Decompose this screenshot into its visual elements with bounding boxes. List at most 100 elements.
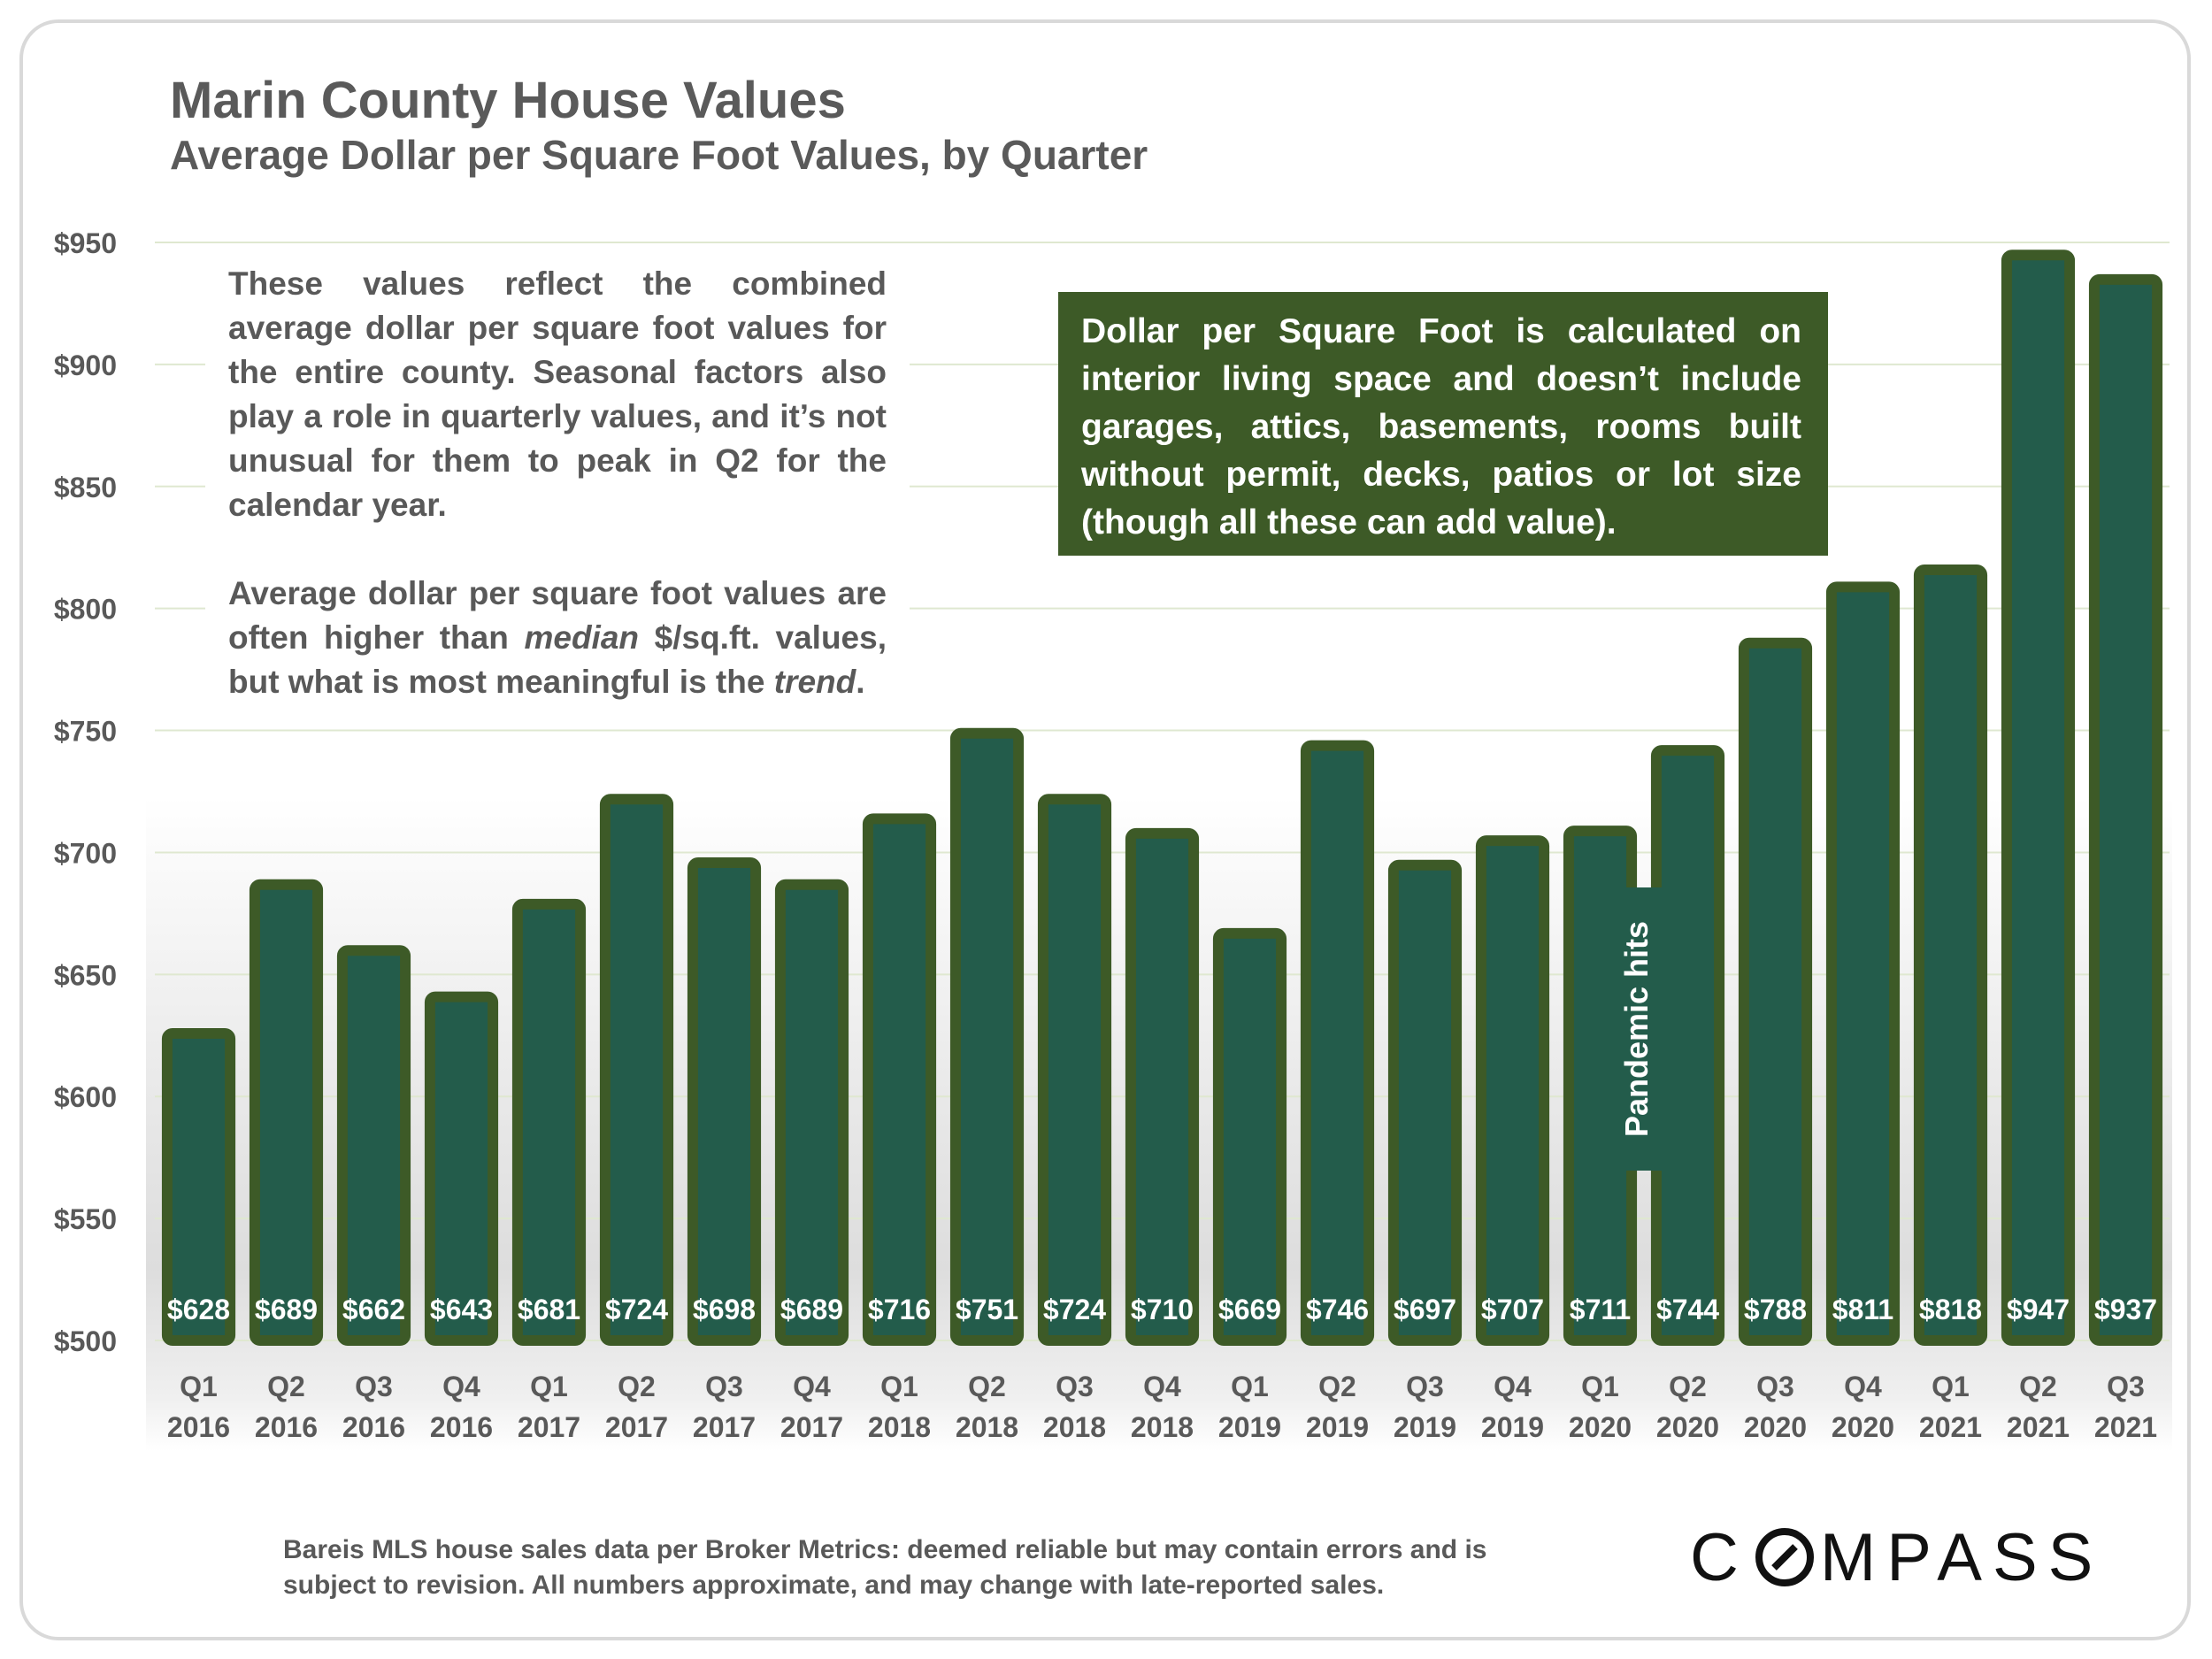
x-tick-label-quarter: Q4 — [1143, 1371, 1181, 1402]
chart-title: Marin County House Values — [170, 72, 846, 129]
bar — [1037, 794, 1112, 1346]
x-tick-label-quarter: Q2 — [618, 1371, 656, 1402]
data-label: $689 — [255, 1294, 318, 1325]
x-tick-label-quarter: Q3 — [355, 1371, 393, 1402]
x-tick-label-quarter: Q2 — [968, 1371, 1006, 1402]
bar — [424, 991, 499, 1347]
y-tick-label: $650 — [54, 959, 117, 991]
data-label: $669 — [1218, 1294, 1281, 1325]
bar — [249, 879, 324, 1346]
y-tick-label: $800 — [54, 594, 117, 626]
y-tick-label: $550 — [54, 1203, 117, 1235]
x-tick-label-year: 2017 — [780, 1411, 843, 1443]
x-tick-label-year: 2018 — [956, 1411, 1018, 1443]
compass-o-icon — [1755, 1528, 1814, 1586]
data-label: $746 — [1306, 1294, 1369, 1325]
x-tick-label-quarter: Q4 — [793, 1371, 831, 1402]
logo-text-right: MPASS — [1819, 1519, 2104, 1595]
x-tick-label-quarter: Q4 — [1494, 1371, 1532, 1402]
x-tick-label-quarter: Q3 — [2107, 1371, 2145, 1402]
data-label: $788 — [1744, 1294, 1807, 1325]
x-tick-label-year: 2016 — [430, 1411, 493, 1443]
x-tick-label-quarter: Q3 — [1406, 1371, 1444, 1402]
x-tick-label-year: 2020 — [1744, 1411, 1807, 1443]
x-tick-label-quarter: Q1 — [880, 1371, 918, 1402]
compass-logo: C MPASS — [1690, 1519, 2104, 1595]
x-tick-label-quarter: Q1 — [1932, 1371, 1970, 1402]
note-left-paragraph-1: These values reflect the combined averag… — [228, 265, 887, 523]
y-tick-label: $750 — [54, 716, 117, 748]
data-label: $698 — [693, 1294, 756, 1325]
bar — [1300, 740, 1375, 1346]
x-tick-label-quarter: Q3 — [705, 1371, 743, 1402]
data-label: $681 — [518, 1294, 580, 1325]
source-note: Bareis MLS house sales data per Broker M… — [283, 1535, 1487, 1600]
bar — [1913, 565, 1988, 1346]
bar — [862, 813, 937, 1346]
x-tick-label-year: 2019 — [1218, 1411, 1281, 1443]
data-label: $643 — [430, 1294, 493, 1325]
pandemic-annotation: Pandemic hits — [1606, 887, 1668, 1171]
bar — [2088, 273, 2163, 1347]
data-label: $744 — [1656, 1294, 1719, 1325]
data-label: $628 — [167, 1294, 230, 1325]
y-tick-label: $950 — [54, 227, 117, 259]
x-tick-label-year: 2019 — [1306, 1411, 1369, 1443]
y-tick-label: $700 — [54, 837, 117, 869]
y-tick-label: $600 — [54, 1081, 117, 1113]
x-tick-label-quarter: Q1 — [530, 1371, 568, 1402]
x-tick-label-year: 2018 — [1043, 1411, 1106, 1443]
x-tick-label-year: 2017 — [518, 1411, 580, 1443]
x-tick-label-quarter: Q1 — [180, 1371, 218, 1402]
x-tick-label-quarter: Q3 — [1756, 1371, 1794, 1402]
data-label: $818 — [1919, 1294, 1982, 1325]
y-tick-label: $850 — [54, 472, 117, 503]
data-label: $697 — [1394, 1294, 1456, 1325]
data-label: $724 — [605, 1294, 668, 1325]
bar — [1212, 927, 1287, 1346]
note-left-text-b: $/sq.ft. values, but what is most meanin… — [228, 619, 887, 700]
x-tick-label-year: 2020 — [1832, 1411, 1894, 1443]
x-tick-label-quarter: Q1 — [1581, 1371, 1619, 1402]
bar — [1387, 859, 1463, 1346]
data-label: $937 — [2094, 1294, 2157, 1325]
bar — [1475, 835, 1550, 1346]
bar — [511, 898, 587, 1346]
x-tick-label-year: 2020 — [1569, 1411, 1632, 1443]
data-label: $724 — [1043, 1294, 1106, 1325]
bar — [774, 879, 849, 1346]
note-right-box: Dollar per Square Foot is calculated on … — [1058, 292, 1828, 556]
bar — [1825, 581, 1901, 1346]
bar — [1125, 827, 1200, 1346]
x-tick-label-year: 2016 — [167, 1411, 230, 1443]
data-label: $710 — [1131, 1294, 1194, 1325]
data-label: $689 — [780, 1294, 843, 1325]
x-tick-label-year: 2016 — [255, 1411, 318, 1443]
x-tick-label-year: 2020 — [1656, 1411, 1719, 1443]
data-label: $811 — [1832, 1294, 1893, 1325]
x-tick-label-quarter: Q1 — [1231, 1371, 1269, 1402]
note-left-paragraph-2: Average dollar per square foot values ar… — [228, 572, 887, 704]
bar — [336, 945, 411, 1346]
x-tick-label-year: 2016 — [342, 1411, 405, 1443]
x-tick-label-year: 2021 — [2007, 1411, 2070, 1443]
x-tick-label-year: 2018 — [1131, 1411, 1194, 1443]
note-left-text-c: . — [856, 664, 865, 700]
note-left-text-a: Average dollar per square foot values ar… — [228, 575, 887, 656]
data-label: $751 — [956, 1294, 1018, 1325]
pandemic-annotation-label: Pandemic hits — [1618, 920, 1655, 1138]
bar — [599, 794, 674, 1346]
bar — [2001, 250, 2076, 1347]
x-tick-label-quarter: Q3 — [1056, 1371, 1094, 1402]
x-tick-label-quarter: Q2 — [1318, 1371, 1356, 1402]
x-tick-label-quarter: Q2 — [1669, 1371, 1707, 1402]
x-tick-label-year: 2021 — [2094, 1411, 2157, 1443]
note-left-box: These values reflect the combined averag… — [205, 246, 910, 700]
bar — [1738, 637, 1813, 1346]
y-tick-label: $500 — [54, 1325, 117, 1357]
x-tick-label-year: 2017 — [605, 1411, 668, 1443]
data-label: $662 — [342, 1294, 405, 1325]
x-tick-label-year: 2017 — [693, 1411, 756, 1443]
x-tick-label-quarter: Q2 — [267, 1371, 305, 1402]
